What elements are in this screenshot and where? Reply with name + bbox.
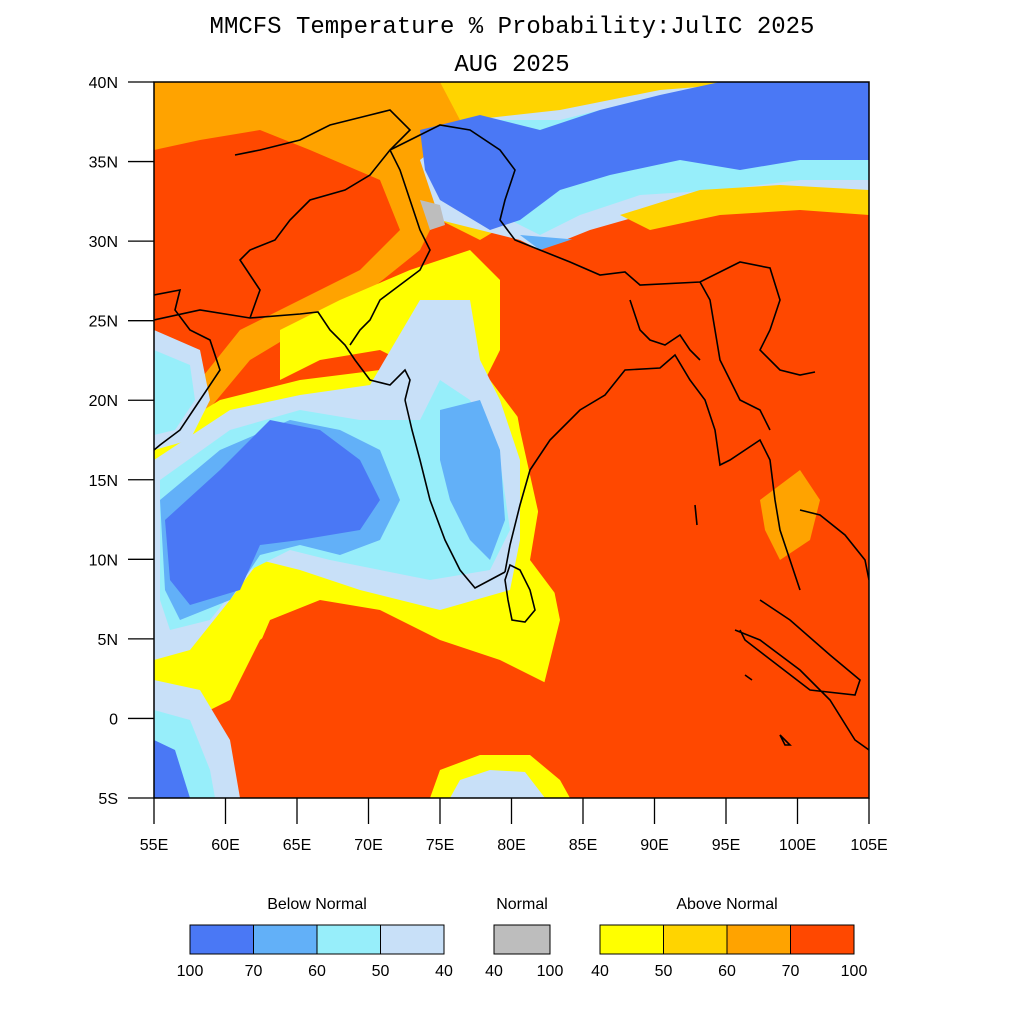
lat-tick-label: 5N [98, 632, 118, 649]
legend-above-swatch [726, 924, 791, 955]
coast-malay-sumatra [734, 509, 869, 751]
legend-below-tick-label: 40 [435, 963, 453, 980]
legend-above-swatch [790, 924, 855, 955]
field-above-50-60-east-edge [620, 185, 869, 230]
lat-tick-label: 30N [89, 234, 118, 251]
field-normal-himalaya [420, 200, 445, 230]
legend-below-tick-label: 60 [308, 963, 326, 980]
legend-above-swatch [599, 924, 664, 955]
legend-below-swatch [380, 924, 445, 955]
legend-above-tick-label: 100 [841, 963, 868, 980]
lat-tick-label: 20N [89, 393, 118, 410]
legend-normal-colorbar: 40 100 [485, 924, 564, 980]
legend-normal-title: Normal [496, 896, 548, 913]
field-above-70-100-south [240, 600, 600, 798]
lon-tick-label: 75E [426, 837, 454, 854]
lat-axis: 40N 35N 30N 25N 20N 15N 10N 5N 0 5S [89, 75, 154, 808]
legend-above-swatch [663, 924, 728, 955]
border-afghanistan-pakistan [234, 109, 412, 319]
lat-tick-label: 5S [98, 791, 118, 808]
legend-below-tick-label: 100 [177, 963, 204, 980]
lon-tick-label: 80E [497, 837, 525, 854]
legend-above-colorbar: 40 50 60 70 100 [591, 924, 868, 980]
legend-above-tick-label: 40 [591, 963, 609, 980]
legend-normal-tick-label: 100 [537, 963, 564, 980]
lat-tick-label: 25N [89, 314, 118, 331]
field-below-100-70-central [165, 420, 380, 605]
legend-above-tick-label: 70 [782, 963, 800, 980]
field-above-60-70-bengal-patch [760, 470, 820, 560]
lat-tick-label: 15N [89, 473, 118, 490]
coast-andaman-islands [694, 504, 698, 526]
border-india-pakistan [349, 149, 431, 346]
lon-tick-label: 100E [779, 837, 816, 854]
probability-field [154, 82, 869, 798]
legend-above-tick-label: 50 [655, 963, 673, 980]
legend-below-title: Below Normal [267, 896, 367, 913]
lon-tick-label: 70E [354, 837, 382, 854]
legend-normal-tick-label: 40 [485, 963, 503, 980]
coast-india-west [404, 399, 506, 590]
border-india-north [389, 124, 816, 376]
legend-below-swatch [253, 924, 318, 955]
lon-tick-label: 60E [211, 837, 239, 854]
lon-tick-label: 95E [712, 837, 740, 854]
field-below-70-60-bengal-coast [440, 400, 505, 560]
field-below-100-70-sw [154, 740, 190, 798]
legend: Below Normal Normal Above Normal 100 70 60… [177, 896, 868, 980]
lon-tick-label: 85E [569, 837, 597, 854]
lon-tick-label: 55E [140, 837, 168, 854]
legend-above-title: Above Normal [676, 896, 777, 913]
coast-arabian-peninsula [154, 288, 221, 451]
coastlines [154, 109, 869, 751]
legend-below-swatch [189, 924, 254, 955]
lon-tick-label: 90E [640, 837, 668, 854]
lon-tick-label: 65E [283, 837, 311, 854]
field-above-70-100-nw [154, 130, 400, 410]
lon-tick-label: 105E [850, 837, 887, 854]
legend-above-tick-label: 60 [718, 963, 736, 980]
lat-tick-label: 35N [89, 155, 118, 172]
field-below-50-40-s-equator [450, 770, 545, 798]
field-below-100-70-north [420, 82, 869, 230]
legend-below-tick-label: 70 [245, 963, 263, 980]
chart-title: MMCFS Temperature % Probability:JulIC 20… [209, 14, 815, 41]
field-below-60-50-west-edge [154, 350, 195, 435]
field-above-70-100-east [500, 190, 869, 798]
lon-axis: 55E 60E 65E 70E 75E 80E 85E 90E 95E 100E 105E [140, 798, 888, 854]
lat-tick-label: 40N [89, 75, 118, 92]
coast-sri-lanka [504, 563, 536, 623]
lat-tick-label: 10N [89, 552, 118, 569]
chart-subtitle: AUG 2025 [454, 52, 570, 79]
border-bangladesh-myanmar [629, 281, 771, 431]
legend-below-swatch [316, 924, 381, 955]
lat-tick-label: 0 [109, 711, 118, 728]
legend-below-colorbar: 100 70 60 50 40 [177, 924, 453, 980]
coast-india-east [504, 353, 801, 591]
legend-normal-swatch [493, 924, 551, 955]
legend-below-tick-label: 50 [372, 963, 390, 980]
